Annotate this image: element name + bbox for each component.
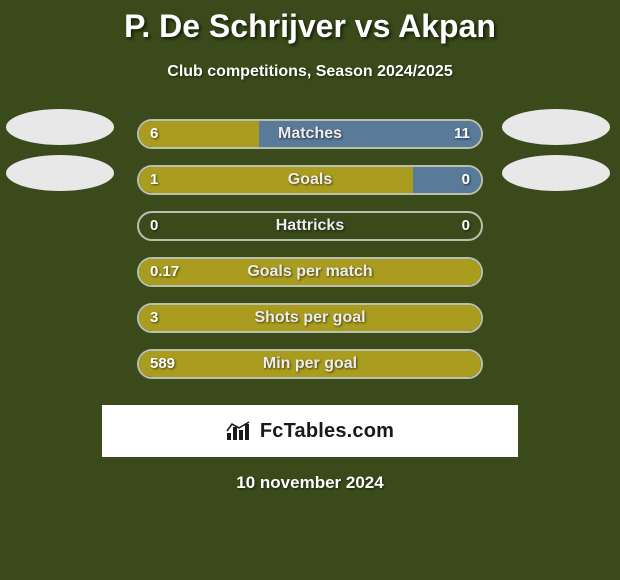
bar-track — [137, 257, 483, 287]
bar-left — [139, 305, 481, 331]
bar-track — [137, 349, 483, 379]
bar-left — [139, 167, 413, 193]
bar-left — [139, 121, 259, 147]
bar-track — [137, 165, 483, 195]
bar-right — [413, 167, 481, 193]
source-badge-text: FcTables.com — [260, 420, 394, 443]
bar-left — [139, 259, 481, 285]
date-label: 10 november 2024 — [0, 473, 620, 493]
player-photo-left — [6, 155, 114, 191]
player-photo-right — [502, 109, 610, 145]
chart-icon — [226, 421, 252, 441]
bar-track — [137, 303, 483, 333]
stat-row: 00Hattricks — [0, 203, 620, 249]
player-photo-right — [502, 155, 610, 191]
bar-right — [259, 121, 481, 147]
stat-row: 0.17Goals per match — [0, 249, 620, 295]
subtitle: Club competitions, Season 2024/2025 — [0, 63, 620, 81]
player-photo-left — [6, 109, 114, 145]
stat-row: 10Goals — [0, 157, 620, 203]
stat-row: 3Shots per goal — [0, 295, 620, 341]
comparison-chart: 611Matches10Goals00Hattricks0.17Goals pe… — [0, 111, 620, 387]
bar-track — [137, 211, 483, 241]
source-badge: FcTables.com — [102, 405, 518, 457]
bar-left — [139, 351, 481, 377]
page-title: P. De Schrijver vs Akpan — [0, 0, 620, 45]
stat-row: 611Matches — [0, 111, 620, 157]
stat-row: 589Min per goal — [0, 341, 620, 387]
bar-track — [137, 119, 483, 149]
